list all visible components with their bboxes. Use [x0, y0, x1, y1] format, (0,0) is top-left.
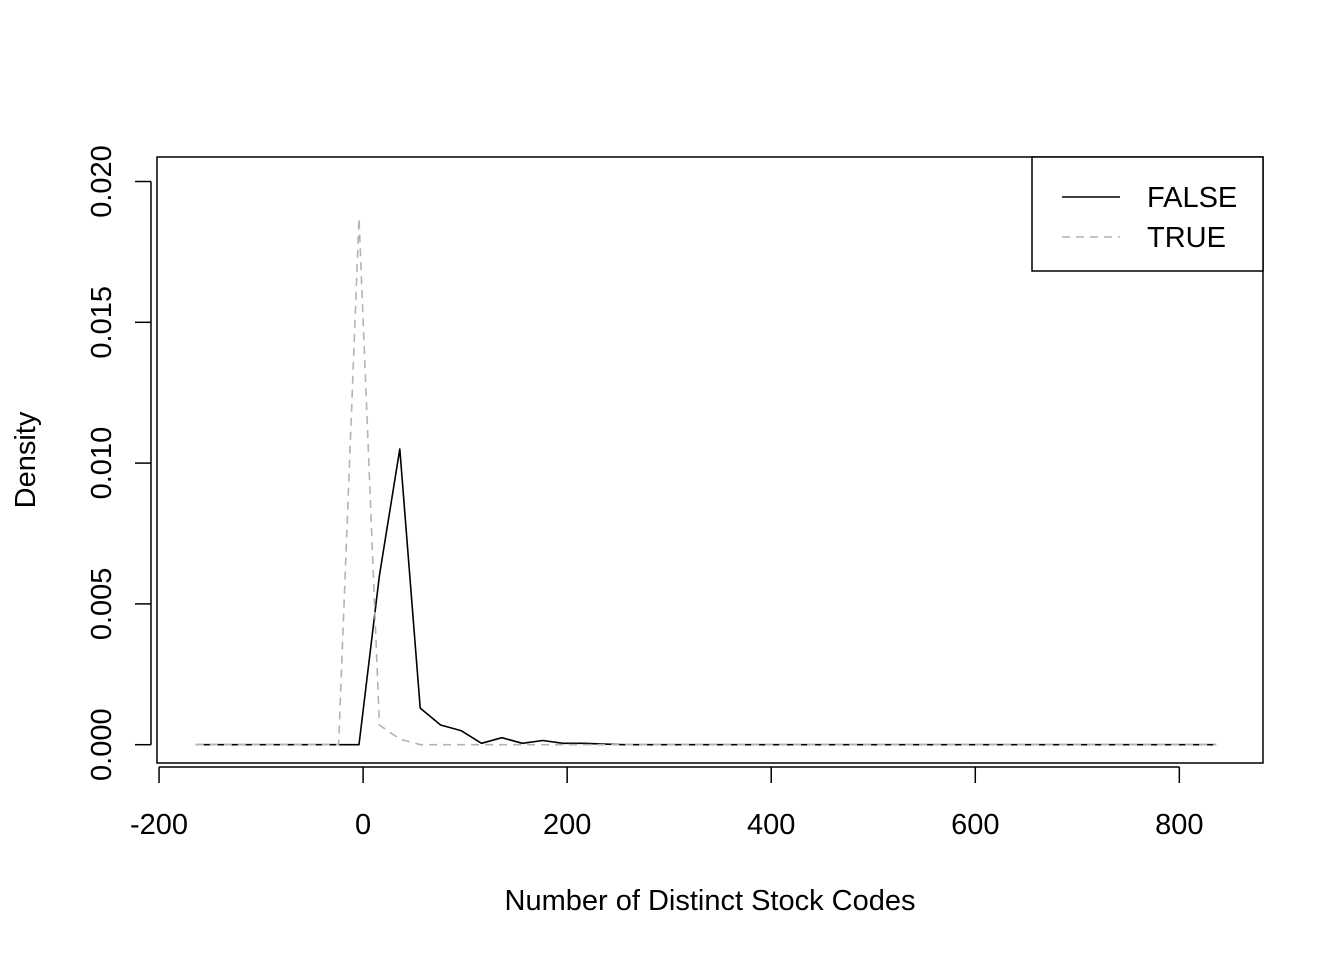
x-tick-label: 0 — [355, 809, 371, 841]
x-tick-label: 400 — [747, 809, 795, 841]
legend-box — [1031, 156, 1264, 272]
y-tick-label: 0.020 — [86, 145, 118, 218]
y-tick-label: 0.000 — [86, 708, 118, 781]
legend: FALSE TRUE — [1031, 156, 1264, 272]
legend-label-false: FALSE — [1147, 182, 1237, 214]
x-tick-label: -200 — [130, 809, 188, 841]
x-axis-title: Number of Distinct Stock Codes — [505, 885, 916, 917]
y-tick-label: 0.010 — [86, 427, 118, 500]
y-axis: 0.000 0.005 0.010 0.015 0.020 — [86, 145, 152, 781]
series-layer — [195, 217, 1217, 746]
x-axis: -200 0 200 400 600 800 — [130, 766, 1204, 841]
y-tick-label: 0.005 — [86, 568, 118, 641]
x-tick-label: 600 — [951, 809, 999, 841]
plot-frame — [156, 156, 1264, 764]
x-tick-label: 800 — [1155, 809, 1203, 841]
legend-label-true: TRUE — [1147, 222, 1226, 254]
x-tick-label: 200 — [543, 809, 591, 841]
series-line-true — [195, 217, 1217, 746]
y-axis-title: Density — [10, 411, 42, 508]
y-tick-label: 0.015 — [86, 286, 118, 359]
